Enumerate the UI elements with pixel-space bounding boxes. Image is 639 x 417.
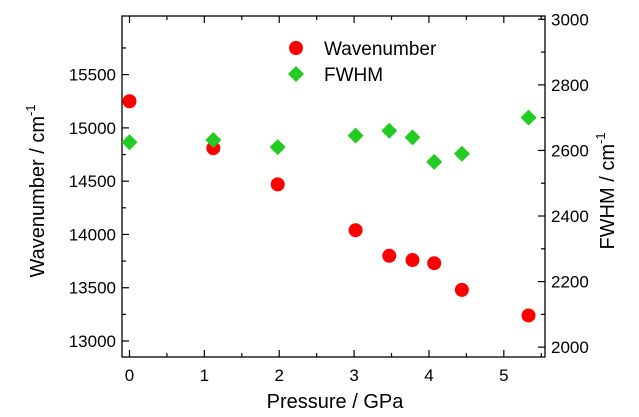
fwhm-point	[453, 145, 470, 162]
legend-marker	[289, 41, 303, 55]
y-left-tick-label: 15500	[69, 66, 116, 85]
fwhm-point	[269, 139, 286, 156]
right-axis-title: FWHM / cm-1	[593, 132, 619, 249]
wavenumber-point	[405, 253, 420, 268]
x-axis-title: Pressure / GPa	[267, 391, 405, 413]
wavenumber-point	[427, 256, 442, 271]
y-left-tick-label: 15000	[69, 119, 116, 138]
y-left-tick-label: 13000	[69, 332, 116, 351]
wavenumber-point	[206, 141, 221, 156]
fwhm-point	[205, 131, 222, 148]
x-tick-label: 3	[349, 366, 358, 385]
x-tick-label: 4	[424, 366, 433, 385]
fwhm-point	[404, 129, 421, 146]
left-axis-title-group: Wavenumber / cm-1	[23, 104, 49, 277]
left-axis-title-text: Wavenumber / cm	[27, 116, 49, 278]
x-tick-label: 5	[499, 366, 508, 385]
wavenumber-point	[454, 282, 469, 297]
plot-frame	[121, 15, 546, 358]
fwhm-point	[381, 122, 398, 139]
y-right-tick-label: 2800	[551, 76, 589, 95]
wavenumber-point	[521, 308, 536, 323]
fwhm-point	[121, 134, 138, 151]
y-right-tick-label: 3000	[551, 10, 589, 29]
y-left-tick-label: 13500	[69, 279, 116, 298]
axis-labels: Pressure / GPa Wavenumber / cm-1 FWHM / …	[23, 104, 619, 413]
y-left-tick-label: 14500	[69, 172, 116, 191]
data-marks	[121, 94, 537, 323]
fwhm-point	[520, 109, 537, 126]
plot-area: 0 1 2 3 4 5 13000 13500 14000 14500 15000 15500 2000…	[69, 10, 589, 385]
legend: Wavenumber FWHM	[288, 39, 437, 86]
left-axis-title-superscript: -1	[23, 104, 38, 116]
x-tick-label: 0	[125, 366, 134, 385]
x-tick-label: 2	[274, 366, 283, 385]
y-right-tick-label: 2200	[551, 273, 589, 292]
legend-label: Wavenumber	[324, 39, 437, 60]
right-axis-title-group: FWHM / cm-1	[593, 132, 619, 249]
fwhm-point	[426, 153, 443, 170]
y-left-tick-label: 14000	[69, 225, 116, 244]
legend-label: FWHM	[324, 65, 383, 86]
y-right-tick-label: 2000	[551, 338, 589, 357]
right-axis-title-text: FWHM / cm	[597, 144, 619, 250]
legend-marker	[288, 66, 304, 82]
x-tick-label: 1	[200, 366, 209, 385]
wavenumber-point	[122, 94, 137, 109]
wavenumber-point	[270, 177, 285, 192]
y-right-tick-label: 2600	[551, 141, 589, 160]
y-right-tick-label: 2400	[551, 207, 589, 226]
right-axis-title-superscript: -1	[593, 132, 608, 144]
wavenumber-point	[348, 223, 363, 238]
fwhm-point	[347, 127, 364, 144]
wavenumber-point	[382, 248, 397, 263]
left-axis-title: Wavenumber / cm-1	[23, 104, 49, 277]
